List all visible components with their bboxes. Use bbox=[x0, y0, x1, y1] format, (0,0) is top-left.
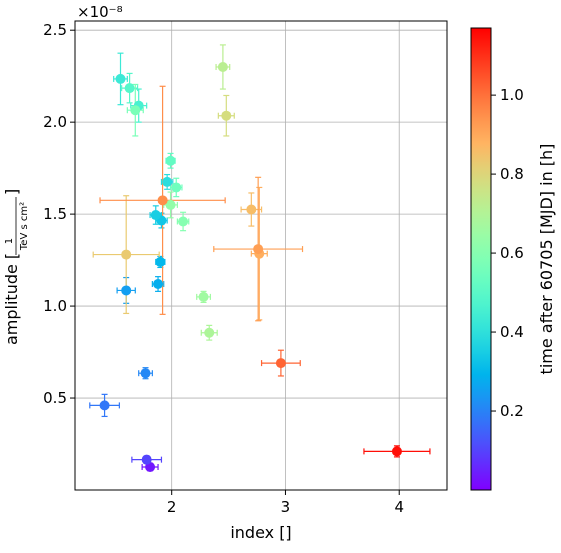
data-point-6 bbox=[155, 256, 166, 267]
x-axis-label: index [] bbox=[230, 523, 291, 542]
data-point-9 bbox=[162, 176, 173, 187]
data-points bbox=[99, 61, 402, 473]
data-point-21 bbox=[221, 110, 232, 121]
y-tick-label-4: 2.5 bbox=[43, 21, 67, 39]
data-point-27 bbox=[275, 358, 286, 369]
data-point-23 bbox=[246, 204, 257, 215]
data-point-12 bbox=[124, 83, 135, 94]
x-tick-label-2: 4 bbox=[394, 498, 404, 516]
y-tick-label-3: 2.0 bbox=[43, 113, 67, 131]
colorbar bbox=[470, 27, 492, 491]
data-point-5 bbox=[153, 279, 164, 290]
colorbar-tick-label-0: 0.2 bbox=[500, 402, 524, 420]
colorbar-tick-label-1: 0.4 bbox=[500, 323, 524, 341]
y-axis-label-fraction-numerator: 1 bbox=[4, 238, 15, 244]
colorbar-tick-label-3: 0.8 bbox=[500, 165, 524, 183]
y-axis-ticks: 0.5 1.0 1.5 2.0 2.5 bbox=[43, 21, 75, 407]
data-point-16 bbox=[178, 216, 189, 227]
data-point-10 bbox=[115, 73, 126, 84]
data-point-26 bbox=[157, 195, 168, 206]
y-axis-label: amplitude [ 1 TeV s cm² ] bbox=[2, 189, 30, 345]
y-axis-label-prefix: amplitude [ bbox=[2, 253, 21, 345]
x-axis-ticks: 2 3 4 bbox=[167, 490, 404, 516]
y-tick-label-0: 0.5 bbox=[43, 389, 67, 407]
data-point-8 bbox=[150, 210, 161, 221]
data-point-18 bbox=[198, 291, 209, 302]
colorbar-tick-label-4: 1.0 bbox=[500, 86, 524, 104]
y-tick-label-2: 1.5 bbox=[43, 205, 67, 223]
y-axis-label-suffix: ] bbox=[2, 189, 21, 195]
data-point-19 bbox=[204, 327, 215, 338]
data-point-25 bbox=[253, 244, 264, 255]
colorbar-label: time after 60705 [MJD] in [h] bbox=[537, 144, 556, 375]
data-point-28 bbox=[391, 446, 402, 457]
y-axis-offset-label: ×10⁻⁸ bbox=[77, 3, 123, 21]
data-point-14 bbox=[171, 182, 182, 193]
y-tick-label-1: 1.0 bbox=[43, 297, 67, 315]
x-tick-label-0: 2 bbox=[167, 498, 177, 516]
data-point-13 bbox=[165, 155, 176, 166]
colorbar-tick-label-2: 0.6 bbox=[500, 244, 524, 262]
x-tick-label-1: 3 bbox=[281, 498, 291, 516]
y-axis-label-fraction-denominator: TeV s cm² bbox=[19, 202, 30, 251]
data-point-3 bbox=[140, 368, 151, 379]
data-point-20 bbox=[217, 61, 228, 72]
plot-frame bbox=[74, 20, 448, 491]
colorbar-ticks: 0.2 0.4 0.6 0.8 1.0 bbox=[491, 86, 524, 420]
data-point-2 bbox=[99, 400, 110, 411]
data-point-22 bbox=[121, 249, 132, 260]
data-point-1 bbox=[141, 454, 152, 465]
data-point-4 bbox=[121, 285, 132, 296]
data-point-15 bbox=[130, 105, 141, 116]
data-point-17 bbox=[165, 199, 176, 210]
